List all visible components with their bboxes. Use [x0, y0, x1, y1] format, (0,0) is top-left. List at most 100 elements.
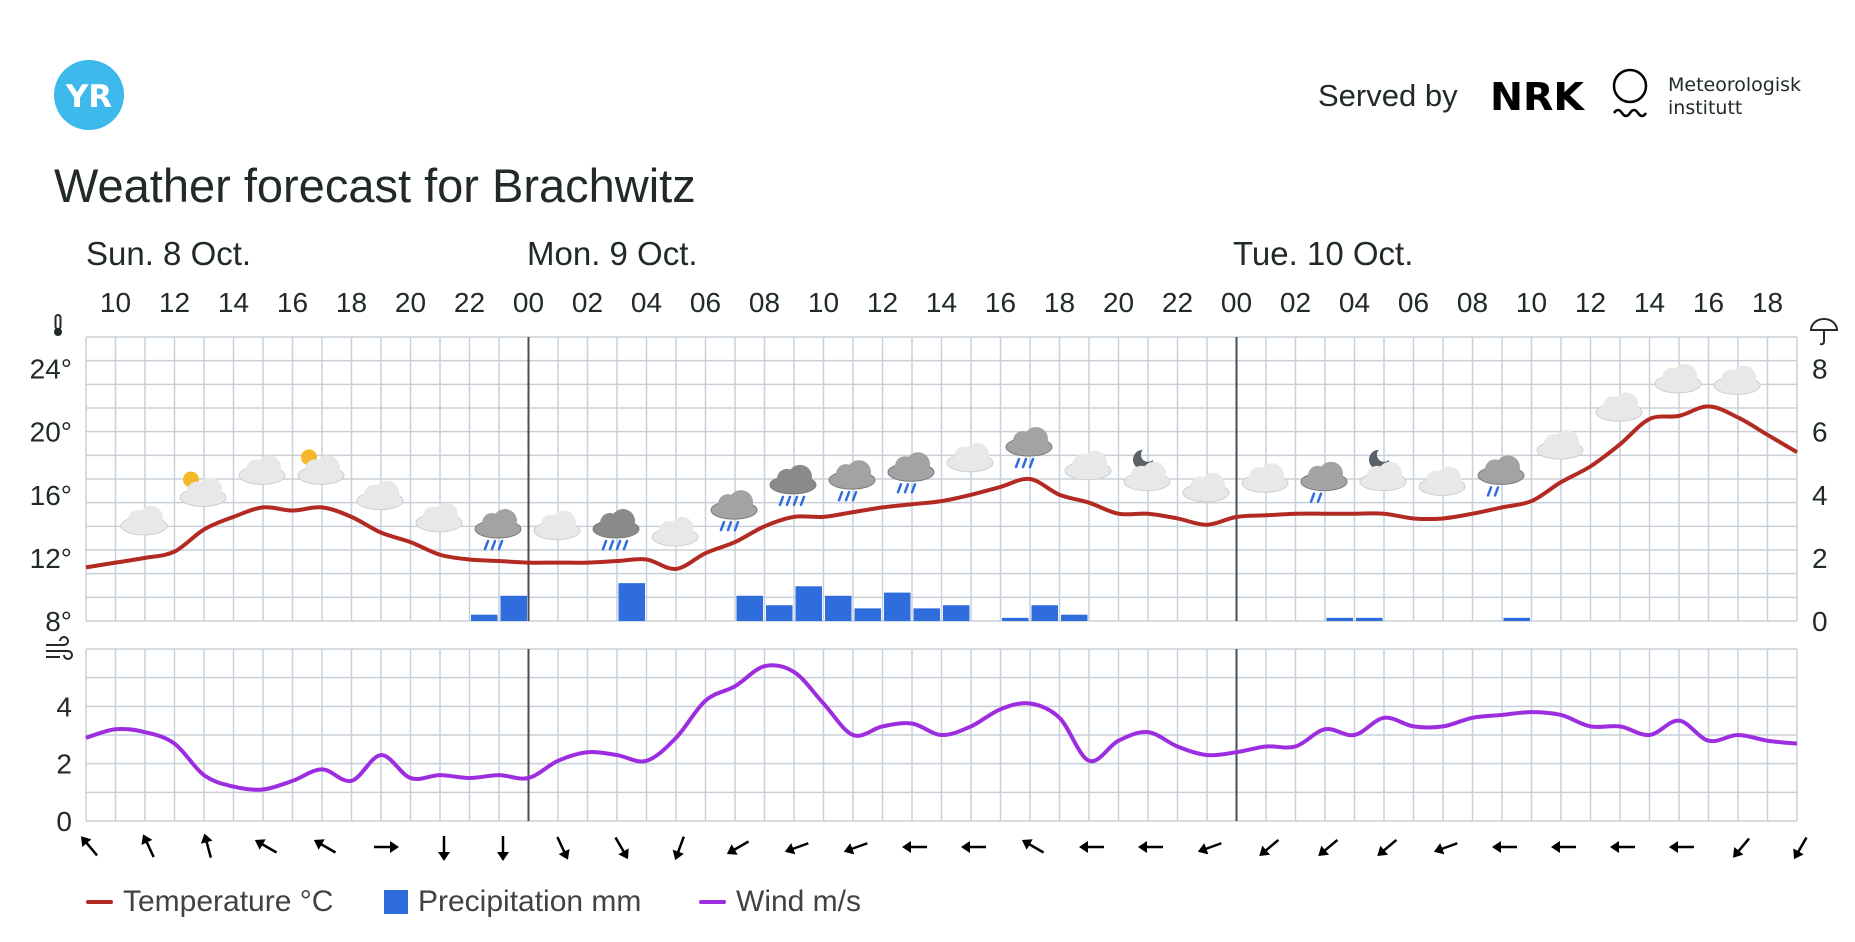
- wind-direction-arrow-icon: [497, 836, 509, 861]
- x-tick-label: 14: [1634, 287, 1665, 318]
- x-tick-label: 02: [1280, 287, 1311, 318]
- wind-direction-arrow-icon: [1079, 841, 1104, 853]
- wind-direction-arrow-icon: [614, 836, 629, 860]
- cloud-shape: [1673, 363, 1697, 388]
- temperature-tick-label: 20°: [30, 417, 72, 448]
- rain-drop: [837, 490, 844, 502]
- rain-drop: [483, 539, 490, 551]
- wind-direction-arrow-icon: [200, 833, 213, 858]
- precipitation-bar: [854, 608, 881, 621]
- cloud-shape: [257, 455, 281, 480]
- wind-arrow-head: [558, 848, 570, 860]
- legend-wind-label: Wind m/s: [736, 885, 862, 918]
- weather-symbol-cloudy-icon: [1595, 392, 1643, 422]
- rain-drop: [851, 490, 858, 502]
- rain-drop: [615, 539, 622, 551]
- wind-direction-arrow-icon: [1669, 841, 1694, 853]
- precipitation-bar: [471, 614, 498, 621]
- rain-drop: [1014, 457, 1021, 469]
- thermometer-icon-stem: [54, 314, 62, 330]
- weather-symbol-fair-day-icon: [179, 471, 227, 507]
- precipitation-bar: [1031, 605, 1058, 621]
- wind-direction-arrow-icon: [726, 840, 750, 855]
- weather-symbol-cloudy-icon: [1241, 463, 1289, 493]
- x-tick-label: 12: [1575, 287, 1606, 318]
- x-tick-label: 16: [985, 287, 1016, 318]
- wind-line: [85, 663, 1798, 792]
- wind-direction-arrow-icon: [141, 834, 155, 858]
- precipitation-swatch: [384, 890, 408, 914]
- cloud-shape: [611, 509, 635, 534]
- rain-drop: [785, 495, 792, 507]
- x-tick-label: 06: [690, 287, 721, 318]
- met-line-1: Meteorologisk: [1668, 74, 1802, 96]
- wind-axis-icon: [46, 636, 73, 660]
- cloud-shape: [1142, 461, 1166, 486]
- wind-direction-arrow-icon: [961, 841, 986, 853]
- wind-arrow-head: [1733, 846, 1744, 858]
- precipitation-bar: [766, 605, 793, 621]
- temperature-tick-label: 8°: [45, 606, 72, 637]
- x-tick-label: 10: [1516, 287, 1547, 318]
- yr-logo[interactable]: YR: [54, 60, 124, 130]
- nrk-logo[interactable]: NRK: [1490, 75, 1586, 119]
- precipitation-bar: [943, 605, 970, 621]
- wind-arrow-head: [81, 836, 92, 848]
- cloud-shape: [375, 480, 399, 505]
- rain-drop: [601, 539, 608, 551]
- precipitation-bar: [1002, 617, 1029, 621]
- page-title: Weather forecast for Brachwitz: [54, 159, 696, 212]
- wind-direction-arrow-icon: [374, 841, 399, 853]
- x-tick-label: 06: [1398, 287, 1429, 318]
- temperature-tick-label: 16°: [30, 480, 72, 511]
- rain-drop: [896, 482, 903, 494]
- cloud-shape: [198, 477, 222, 502]
- thermometer-icon-bulb: [54, 328, 62, 336]
- wind-direction-arrow-icon: [556, 836, 570, 860]
- day-label-sun: Sun. 8 Oct.: [86, 235, 252, 272]
- weather-symbol-partly-cloudy-icon: [238, 455, 286, 485]
- rain-drop: [1486, 486, 1493, 497]
- wind-direction-arrow-icon: [1793, 836, 1808, 860]
- met-institute-logo-icon: [1610, 66, 1650, 126]
- x-tick-label: 10: [100, 287, 131, 318]
- wind-arrow-head: [1197, 843, 1209, 855]
- wind-arrow-head: [438, 852, 450, 861]
- cloud-shape: [1437, 466, 1461, 491]
- rain-drop: [910, 482, 917, 494]
- weather-symbol-rain-icon: [1005, 427, 1053, 469]
- wind-arrow-head: [1021, 839, 1033, 850]
- wind-arrow-head: [497, 852, 509, 861]
- x-tick-label: 04: [631, 287, 662, 318]
- met-institute-logo-text[interactable]: Meteorologisk institutt: [1668, 74, 1801, 120]
- wind-arrow-head: [618, 848, 629, 860]
- weather-symbol-cloudy-icon: [1418, 466, 1466, 496]
- x-tick-label: 12: [867, 287, 898, 318]
- cloud-shape: [1201, 472, 1225, 497]
- yr-logo-text: YR: [65, 79, 112, 115]
- umbrella-icon-canopy: [1809, 318, 1839, 331]
- weather-symbol-rain-icon: [474, 509, 522, 551]
- weather-symbol-cloudy-icon: [120, 505, 168, 536]
- cloud-shape: [1732, 365, 1756, 390]
- day-label-tue: Tue. 10 Oct.: [1233, 235, 1414, 272]
- wind-direction-arrow-icon: [1433, 842, 1458, 855]
- weather-symbol-light-rain-icon: [1477, 455, 1525, 497]
- nrk-logo-text: NRK: [1490, 78, 1586, 112]
- x-tick-label: 18: [1752, 287, 1783, 318]
- weather-symbol-cloudy-icon: [415, 502, 463, 533]
- wind-arrow-head: [1079, 841, 1088, 853]
- wind-direction-arrow-icon: [1021, 839, 1045, 854]
- wind-direction-arrow-icon: [784, 842, 809, 855]
- weather-symbol-heavy-rain-icon: [769, 464, 817, 507]
- served-by-label: Served by: [1318, 78, 1458, 113]
- wind-arrow-head: [141, 834, 153, 846]
- precipitation-bar: [1326, 617, 1353, 621]
- weather-symbol-cloudy-icon: [1536, 430, 1584, 460]
- precipitation-bar: [1356, 617, 1383, 621]
- cloud-shape: [847, 460, 871, 485]
- x-tick-label: 18: [336, 287, 367, 318]
- wind-arrow-head: [200, 833, 213, 844]
- x-tick-label: 18: [1044, 287, 1075, 318]
- precipitation-bar: [795, 586, 822, 621]
